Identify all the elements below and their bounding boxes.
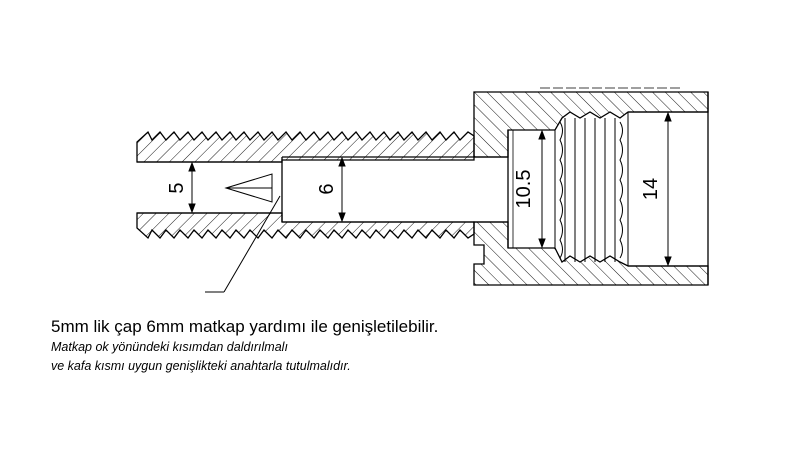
dimension-6 — [338, 156, 346, 223]
caption-note-2: ve kafa kısmı uygun genişlikteki anahtar… — [51, 359, 351, 373]
head-upper-wall — [473, 91, 709, 158]
shaft-upper-wall — [136, 130, 475, 163]
caption-title: 5mm lik çap 6mm matkap yardımı ile geniş… — [51, 317, 439, 336]
dimension-5 — [188, 161, 196, 214]
caption-note-1: Matkap ok yönündeki kısımdan daldırılmal… — [51, 340, 288, 354]
shaft-lower-wall — [136, 212, 475, 240]
technical-drawing: 5 6 10.5 14 — [136, 87, 709, 293]
dimension-5-label: 5 — [166, 182, 188, 193]
dimension-10-5 — [538, 129, 546, 249]
dimension-10-5-label: 10.5 — [513, 170, 535, 209]
drill-arrow-icon — [205, 173, 281, 293]
dimension-14-label: 14 — [640, 178, 662, 200]
internal-thread — [554, 112, 629, 266]
dimension-14 — [664, 111, 672, 267]
head-lower-wall — [473, 221, 709, 286]
dimension-6-label: 6 — [316, 183, 338, 194]
